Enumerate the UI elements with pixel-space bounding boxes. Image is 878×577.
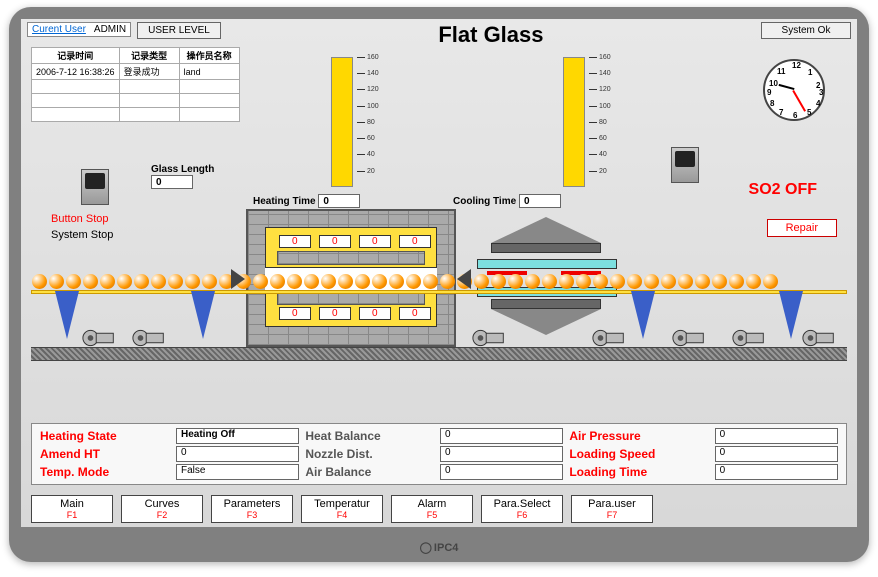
- motor-icon: [731, 327, 769, 349]
- cooling-bar: [563, 57, 585, 187]
- system-ok-button[interactable]: System Ok: [761, 22, 851, 39]
- fkey-para-user[interactable]: Para.userF7: [571, 495, 653, 523]
- fkey-main[interactable]: MainF1: [31, 495, 113, 523]
- motor-icon: [591, 327, 629, 349]
- heater-val: 0: [319, 307, 351, 320]
- heater-val: 0: [399, 307, 431, 320]
- amend-ht-value[interactable]: 0: [176, 446, 299, 462]
- motor-icon: [471, 327, 509, 349]
- temp-mode-value[interactable]: False: [176, 464, 299, 480]
- cooling-time-value[interactable]: 0: [519, 194, 561, 208]
- heating-state-value[interactable]: Heating Off: [176, 428, 299, 444]
- fkey-parameters[interactable]: ParametersF3: [211, 495, 293, 523]
- stop-switch[interactable]: [81, 169, 109, 205]
- log-cell: 2006-7-12 16:38:26: [32, 64, 120, 80]
- log-cell: land: [179, 64, 239, 80]
- so2-status: SO2 OFF: [749, 181, 817, 199]
- cooling-time-group: Cooling Time 0: [453, 194, 561, 208]
- motor-icon: [801, 327, 839, 349]
- nozzle-dist-value[interactable]: 0: [440, 446, 563, 462]
- cooling-scale: 160 140 120 100 80 60 40 20: [589, 57, 617, 187]
- fkey-alarm[interactable]: AlarmF5: [391, 495, 473, 523]
- heat-balance-value[interactable]: 0: [440, 428, 563, 444]
- ground-rail: [31, 347, 847, 361]
- function-key-bar: MainF1 CurvesF2 ParametersF3 TemperaturF…: [31, 495, 847, 523]
- log-cell: 登录成功: [119, 64, 179, 80]
- heater-val: 0: [399, 235, 431, 248]
- log-col-oper: 操作员名称: [179, 48, 239, 64]
- loading-time-value[interactable]: 0: [715, 464, 838, 480]
- temp-mode-label: Temp. Mode: [40, 465, 170, 479]
- glass-length-value[interactable]: 0: [151, 175, 193, 189]
- analog-clock: 12 1 2 3 4 5 6 7 8 9 10 11: [763, 59, 825, 121]
- fkey-para-select[interactable]: Para.SelectF6: [481, 495, 563, 523]
- heating-bar: [331, 57, 353, 187]
- log-col-time: 记录时间: [32, 48, 120, 64]
- heater-val: 0: [279, 307, 311, 320]
- glass-length-group: Glass Length 0: [151, 164, 214, 189]
- heating-time-value[interactable]: 0: [318, 194, 360, 208]
- log-col-type: 记录类型: [119, 48, 179, 64]
- cooling-time-label: Cooling Time: [453, 196, 516, 207]
- parameter-panel: Heating State Heating Off Heat Balance 0…: [31, 423, 847, 485]
- glass-length-label: Glass Length: [151, 164, 214, 175]
- loading-speed-label: Loading Speed: [569, 447, 708, 461]
- heating-time-group: Heating Time 0: [253, 194, 360, 208]
- amend-ht-label: Amend HT: [40, 447, 170, 461]
- air-pressure-value[interactable]: 0: [715, 428, 838, 444]
- heater-val: 0: [359, 235, 391, 248]
- motor-icon: [131, 327, 169, 349]
- motor-icon: [671, 327, 709, 349]
- loading-time-label: Loading Time: [569, 465, 708, 479]
- fkey-temperature[interactable]: TemperaturF4: [301, 495, 383, 523]
- conveyor: [31, 274, 847, 296]
- page-title: Flat Glass: [227, 22, 755, 48]
- user-level-button[interactable]: USER LEVEL: [137, 22, 221, 39]
- heater-val: 0: [319, 235, 351, 248]
- heater-val: 0: [359, 307, 391, 320]
- user-box: Curent User ADMIN: [27, 22, 131, 37]
- monitor-logo: IPC4: [420, 541, 459, 554]
- nozzle-dist-label: Nozzle Dist.: [305, 447, 434, 461]
- heat-balance-label: Heat Balance: [305, 429, 434, 443]
- air-balance-value[interactable]: 0: [440, 464, 563, 480]
- minute-hand: [792, 90, 806, 112]
- hour-hand: [779, 84, 795, 90]
- heating-state-label: Heating State: [40, 429, 170, 443]
- air-balance-label: Air Balance: [305, 465, 434, 479]
- heater-val: 0: [279, 235, 311, 248]
- loading-speed-value[interactable]: 0: [715, 446, 838, 462]
- furnace-diagram: 0 0 0 0 0 0 0 0: [31, 209, 847, 369]
- user-label: Curent User: [32, 24, 86, 35]
- heating-scale: 160 140 120 100 80 60 40 20: [357, 57, 385, 187]
- air-pressure-label: Air Pressure: [569, 429, 708, 443]
- motor-icon: [81, 327, 119, 349]
- heating-time-label: Heating Time: [253, 196, 316, 207]
- fkey-curves[interactable]: CurvesF2: [121, 495, 203, 523]
- so2-switch[interactable]: [671, 147, 699, 183]
- user-value: ADMIN: [94, 24, 126, 35]
- log-table: 记录时间 记录类型 操作员名称 2006-7-12 16:38:26 登录成功 …: [31, 47, 240, 122]
